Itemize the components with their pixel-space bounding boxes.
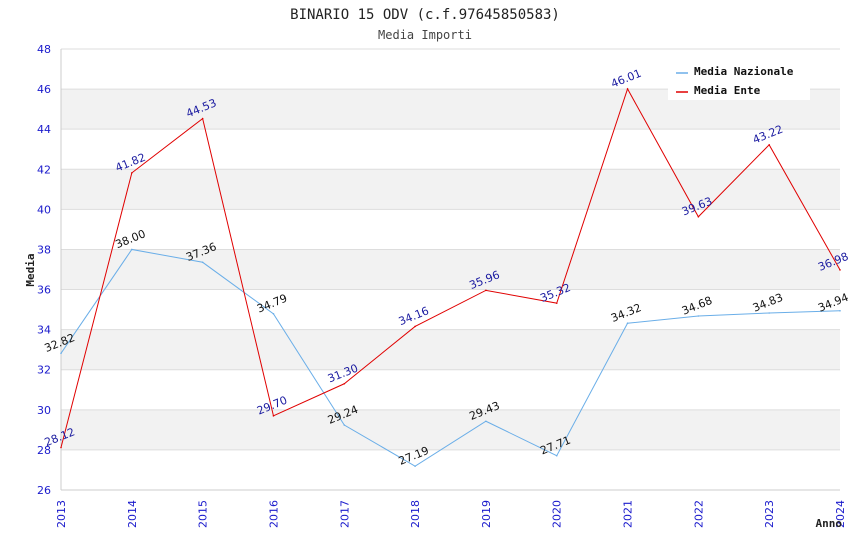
data-point (60, 446, 62, 449)
y-tick-label: 42 (37, 163, 51, 176)
data-point (768, 144, 770, 146)
x-tick-label: 2014 (126, 500, 139, 528)
data-point (414, 465, 416, 467)
x-tick-label: 2022 (692, 500, 705, 528)
y-axis-label: Media (24, 253, 37, 286)
data-point (131, 172, 133, 174)
y-tick-label: 40 (37, 203, 51, 216)
grid-band (61, 209, 840, 250)
data-point (626, 322, 629, 325)
x-tick-label: 2015 (197, 500, 210, 528)
x-tick-label: 2023 (763, 500, 776, 528)
y-tick-label: 34 (37, 324, 51, 337)
y-tick-label: 38 (37, 243, 51, 256)
data-point (201, 117, 204, 120)
data-point (131, 248, 133, 251)
data-point (768, 312, 770, 314)
x-axis: 2013 2014 2015 2016 2017 2018 2019 2020 2021 2022… (55, 489, 847, 528)
grid-band (61, 249, 840, 290)
data-point (485, 420, 487, 423)
grid-band (61, 129, 840, 170)
x-tick-label: 2016 (267, 500, 280, 528)
grid-band (61, 169, 840, 210)
grid-band (61, 449, 840, 490)
data-point (697, 215, 700, 218)
series-line-0 (60, 248, 841, 467)
chart-title: BINARIO 15 ODV (c.f.97645850583) (290, 7, 560, 23)
y-tick-label: 32 (37, 364, 51, 377)
series-lines (60, 87, 841, 467)
y-tick-label: 46 (37, 83, 51, 96)
y-tick-label: 36 (37, 284, 51, 297)
grid-band (61, 369, 840, 410)
grid-band (61, 289, 840, 330)
y-tick-label: 48 (37, 43, 51, 56)
data-point (272, 313, 275, 315)
data-point (485, 289, 487, 292)
data-point (555, 302, 558, 304)
data-point (201, 261, 204, 264)
legend-label-ente: Media Ente (694, 84, 761, 97)
data-point (839, 309, 841, 312)
x-tick-label: 2019 (480, 500, 493, 528)
y-tick-label: 44 (37, 123, 51, 136)
x-axis-label: Anno (816, 517, 843, 530)
data-point (626, 88, 629, 90)
grid-band (61, 329, 840, 370)
y-tick-label: 30 (37, 404, 51, 417)
data-point (343, 382, 346, 385)
x-tick-label: 2024 (834, 500, 847, 528)
data-point (414, 325, 416, 328)
x-tick-label: 2020 (551, 500, 564, 528)
series-line-1 (60, 87, 841, 448)
x-tick-label: 2021 (622, 500, 635, 528)
data-point (60, 352, 62, 355)
data-point (839, 269, 841, 271)
y-tick-label: 26 (37, 484, 51, 497)
data-point (697, 315, 700, 317)
x-tick-label: 2013 (55, 500, 68, 528)
y-axis: 26 28 30 32 34 36 38 40 42 44 46 48 (37, 43, 62, 497)
legend-label-nazionale: Media Nazionale (694, 65, 794, 78)
grid-bands (61, 48, 840, 491)
x-tick-label: 2018 (409, 500, 422, 528)
data-point (272, 415, 275, 417)
legend-box (668, 60, 810, 100)
chart-subtitle: Media Importi (378, 28, 472, 42)
data-point (343, 424, 346, 426)
y-tick-label: 28 (37, 444, 51, 457)
data-point (555, 454, 558, 457)
x-tick-label: 2017 (338, 500, 351, 528)
legend: Media Nazionale Media Ente (668, 60, 810, 100)
